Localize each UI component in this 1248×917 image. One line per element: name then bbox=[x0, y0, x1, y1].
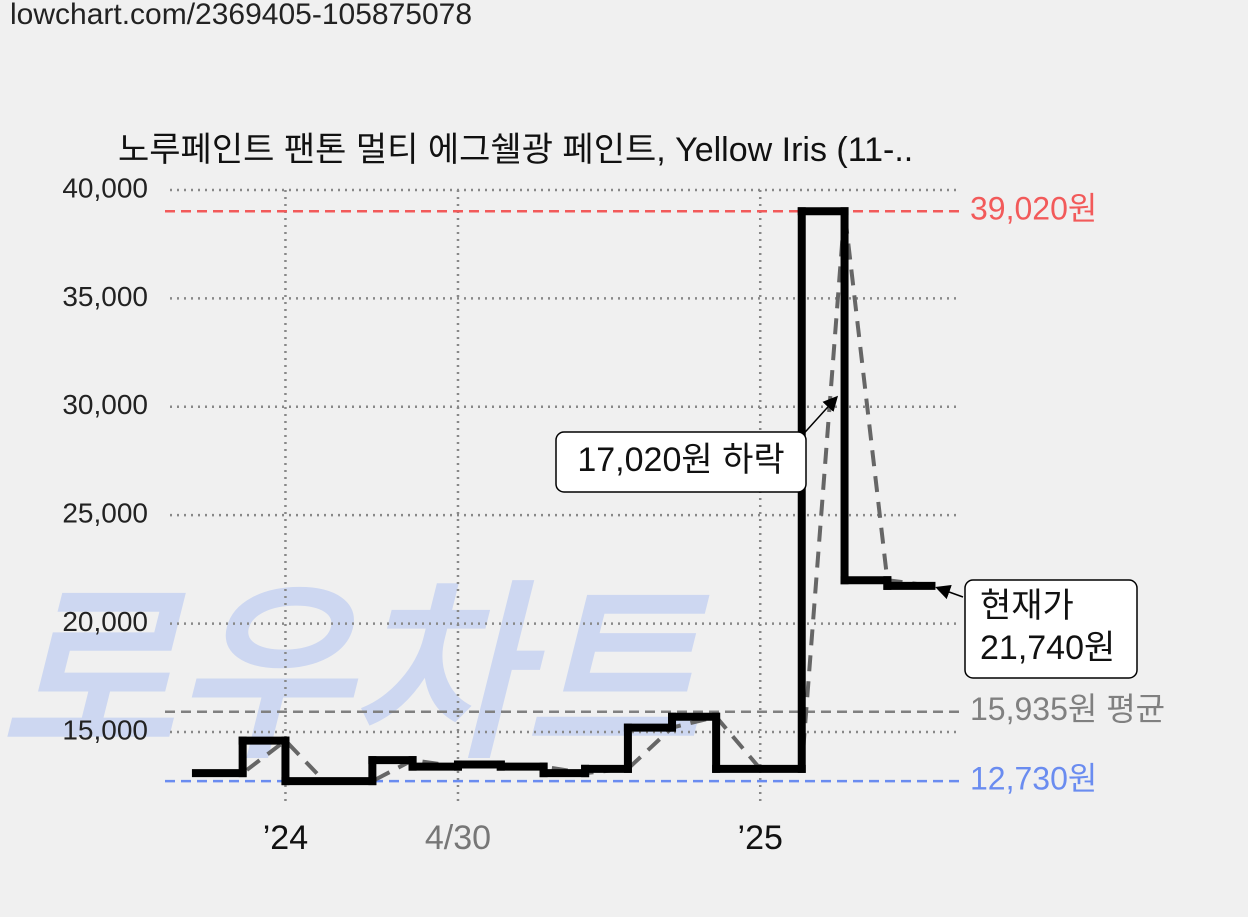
x-tick-label: ’24 bbox=[263, 819, 308, 857]
y-tick-label: 40,000 bbox=[62, 172, 148, 203]
annotation-arrow bbox=[935, 585, 964, 600]
y-tick-label: 35,000 bbox=[62, 281, 148, 312]
annotation-box bbox=[964, 579, 1138, 679]
y-tick-label: 20,000 bbox=[62, 606, 148, 637]
annotation-text: 현재가 bbox=[980, 587, 1074, 625]
annotation-box bbox=[555, 431, 807, 493]
x-tick-label: ’25 bbox=[738, 819, 783, 857]
y-tick-label: 25,000 bbox=[62, 498, 148, 529]
annotation-text: 17,020원 하락 bbox=[577, 441, 784, 479]
reference-label: 12,730원 bbox=[970, 761, 1097, 797]
annotation-text: 21,740원 bbox=[980, 629, 1115, 667]
x-tick-label: 4/30 bbox=[425, 819, 491, 857]
annotation-arrow bbox=[797, 395, 839, 441]
reference-label: 15,935원 평균 bbox=[970, 691, 1165, 727]
watermark: 로우차트 bbox=[0, 569, 710, 781]
y-tick-label: 30,000 bbox=[62, 389, 148, 420]
reference-label: 39,020원 bbox=[970, 191, 1097, 227]
url: lowchart.com/2369405-105875078 bbox=[10, 0, 472, 31]
y-tick-label: 15,000 bbox=[62, 714, 148, 745]
chart-title: 노루페인트 팬톤 멀티 에그쉘광 페인트, Yellow Iris (11-.. bbox=[118, 131, 913, 169]
